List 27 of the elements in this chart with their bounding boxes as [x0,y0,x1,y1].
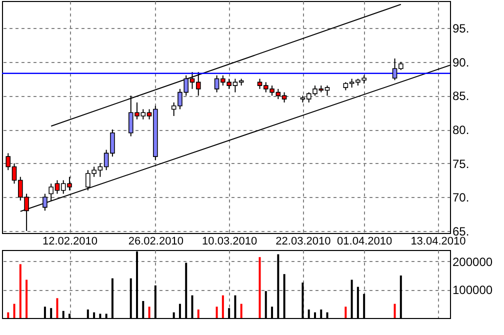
bar [148,306,150,318]
bar [216,306,218,318]
bar [394,304,396,318]
bar [26,280,28,318]
y-tick-label: 95. [452,22,470,36]
y-tick-label: 75. [452,156,470,171]
x-tick-label: 12.02.2010 [42,236,98,248]
bar [258,257,261,318]
x-tick-label: 13.04.2010 [410,236,466,248]
y-tick-label: 90. [452,55,470,70]
bar [13,304,16,318]
bar [7,312,10,318]
bar [19,264,22,318]
x-tick-label: 01.04.2010 [337,236,392,248]
bar [344,306,347,318]
x-tick-label: 22.03.2010 [276,236,331,248]
y-tick-label: 200000 [452,254,493,269]
x-tick-label: 10.03.2010 [202,236,258,248]
y-tick-label: 70. [452,190,470,205]
bar [240,304,242,318]
y-tick-label: 100000 [452,283,493,298]
y-tick-label: 85. [452,89,470,104]
bar [197,310,200,318]
x-tick-label: 26.02.2010 [128,236,184,248]
y-tick-label: 80. [452,123,470,138]
bar [56,298,58,318]
bar [222,295,224,318]
